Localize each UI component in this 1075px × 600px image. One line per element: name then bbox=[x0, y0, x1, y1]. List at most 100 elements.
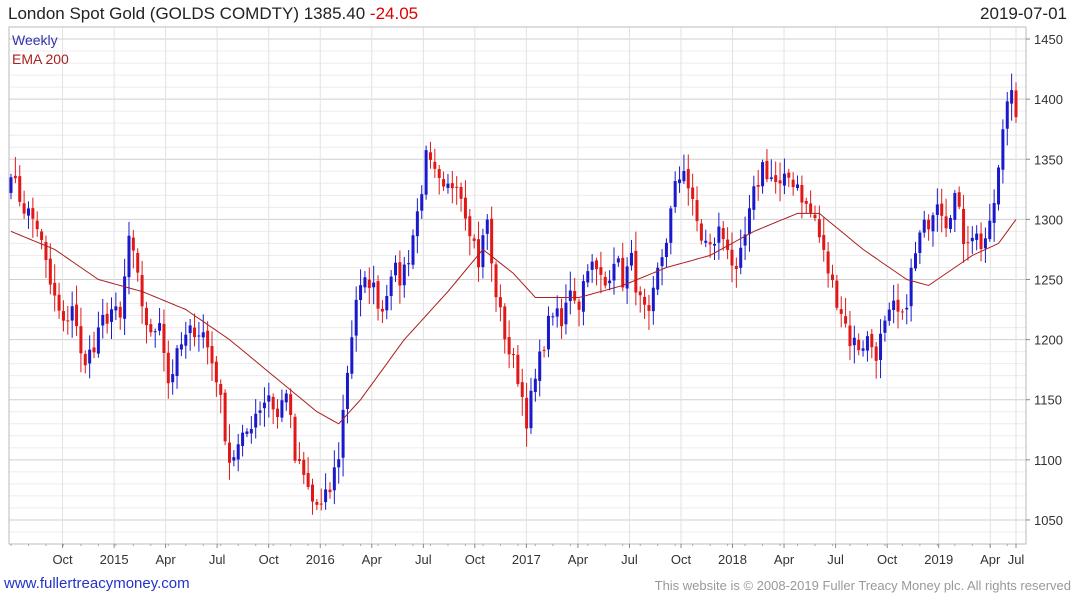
candle-body bbox=[568, 290, 572, 302]
y-tick-label: 1150 bbox=[1034, 393, 1062, 408]
candle-body bbox=[809, 203, 813, 213]
candle-body bbox=[289, 394, 293, 415]
candle-body bbox=[599, 267, 603, 275]
candle-body bbox=[66, 320, 70, 322]
candle-body bbox=[651, 287, 655, 312]
candle-body bbox=[61, 311, 65, 321]
candle-body bbox=[127, 235, 131, 278]
x-tick-label: Apr bbox=[362, 552, 383, 567]
candle-body bbox=[957, 192, 961, 207]
candle-body bbox=[756, 184, 760, 187]
x-tick-label: Oct bbox=[465, 552, 486, 567]
candle-body bbox=[774, 175, 778, 183]
candle-body bbox=[114, 306, 118, 311]
candle-body bbox=[337, 459, 341, 468]
candle-body bbox=[691, 187, 695, 199]
candle-body bbox=[105, 313, 109, 324]
candle-body bbox=[140, 274, 144, 307]
candle-body bbox=[166, 352, 170, 384]
candle-body bbox=[13, 175, 17, 179]
candle-body bbox=[214, 361, 218, 383]
candle-body bbox=[625, 266, 629, 289]
candle-body bbox=[468, 216, 472, 237]
candle-body bbox=[673, 181, 677, 207]
change-value: -24.05 bbox=[369, 4, 419, 23]
candle-body bbox=[149, 324, 153, 333]
candle-body bbox=[765, 160, 769, 180]
candle-body bbox=[267, 395, 271, 402]
candle-body bbox=[193, 327, 197, 338]
candle-body bbox=[546, 315, 550, 350]
candle-body bbox=[477, 239, 481, 268]
candle-body bbox=[22, 203, 26, 214]
candle-body bbox=[516, 354, 520, 384]
candle-body bbox=[857, 339, 861, 351]
frequency-label: Weekly bbox=[12, 32, 58, 48]
candle-body bbox=[529, 390, 533, 429]
candle-body bbox=[459, 186, 463, 199]
candle-body bbox=[31, 208, 35, 219]
candle-body bbox=[315, 501, 319, 505]
candle-body bbox=[525, 397, 529, 429]
candle-body bbox=[376, 281, 380, 309]
candle-body bbox=[817, 219, 821, 238]
candle-body bbox=[407, 263, 411, 265]
candle-body bbox=[40, 231, 44, 240]
candle-body bbox=[35, 220, 39, 230]
candle-body bbox=[512, 354, 515, 356]
candle-body bbox=[542, 349, 546, 351]
candle-body bbox=[359, 285, 363, 301]
candle-body bbox=[608, 280, 612, 284]
candle-body bbox=[88, 349, 92, 364]
candle-body bbox=[752, 186, 756, 210]
candle-body bbox=[643, 296, 647, 305]
candle-body bbox=[302, 459, 306, 475]
candle-body bbox=[136, 252, 140, 273]
candle-body bbox=[848, 325, 852, 347]
y-tick-label: 1400 bbox=[1034, 92, 1063, 107]
candle-body bbox=[538, 351, 542, 381]
candle-body bbox=[852, 337, 856, 346]
x-tick-label: 2016 bbox=[306, 552, 335, 567]
candle-body bbox=[555, 308, 559, 317]
candle-body bbox=[153, 331, 157, 333]
x-tick-label: 2019 bbox=[924, 552, 953, 567]
candle-body bbox=[761, 162, 765, 187]
candle-body bbox=[695, 200, 699, 222]
candle-body bbox=[437, 169, 441, 178]
y-tick-label: 1050 bbox=[1034, 513, 1063, 528]
candle-body bbox=[9, 177, 13, 193]
candle-body bbox=[227, 442, 231, 463]
candle-body bbox=[713, 243, 716, 246]
candle-body bbox=[879, 333, 883, 360]
candle-body bbox=[271, 396, 275, 410]
candle-body bbox=[372, 282, 376, 288]
candle-body bbox=[708, 242, 712, 245]
x-axis: Oct 2015 Apr Jul Oct 2016 Apr Jul Oct 2017 Apr Jul O… bbox=[10, 544, 1024, 567]
candle-body bbox=[280, 400, 284, 418]
candle-body bbox=[905, 307, 909, 310]
candle-body bbox=[481, 235, 485, 268]
x-tick-label: Oct bbox=[671, 552, 692, 567]
candle-body bbox=[433, 161, 437, 169]
candle-body bbox=[18, 176, 22, 202]
candle-body bbox=[717, 226, 721, 243]
candle-body bbox=[494, 264, 498, 298]
candle-body bbox=[232, 457, 236, 461]
candle-body bbox=[634, 250, 638, 293]
x-tick-label: 2015 bbox=[100, 552, 129, 567]
candle-body bbox=[455, 186, 459, 188]
candle-body bbox=[595, 260, 599, 270]
candle-body bbox=[328, 489, 332, 493]
candle-body bbox=[629, 252, 633, 266]
candle-body bbox=[983, 238, 987, 249]
site-link[interactable]: www.fullertreacymoney.com bbox=[4, 575, 190, 592]
candle-body bbox=[734, 265, 738, 269]
y-tick-label: 1350 bbox=[1034, 152, 1063, 167]
candle-body bbox=[1010, 90, 1014, 104]
candle-body bbox=[935, 204, 939, 215]
y-tick-label: 1300 bbox=[1034, 212, 1063, 227]
candle-body bbox=[865, 336, 869, 351]
candle-body bbox=[345, 372, 349, 409]
candle-body bbox=[394, 262, 398, 276]
